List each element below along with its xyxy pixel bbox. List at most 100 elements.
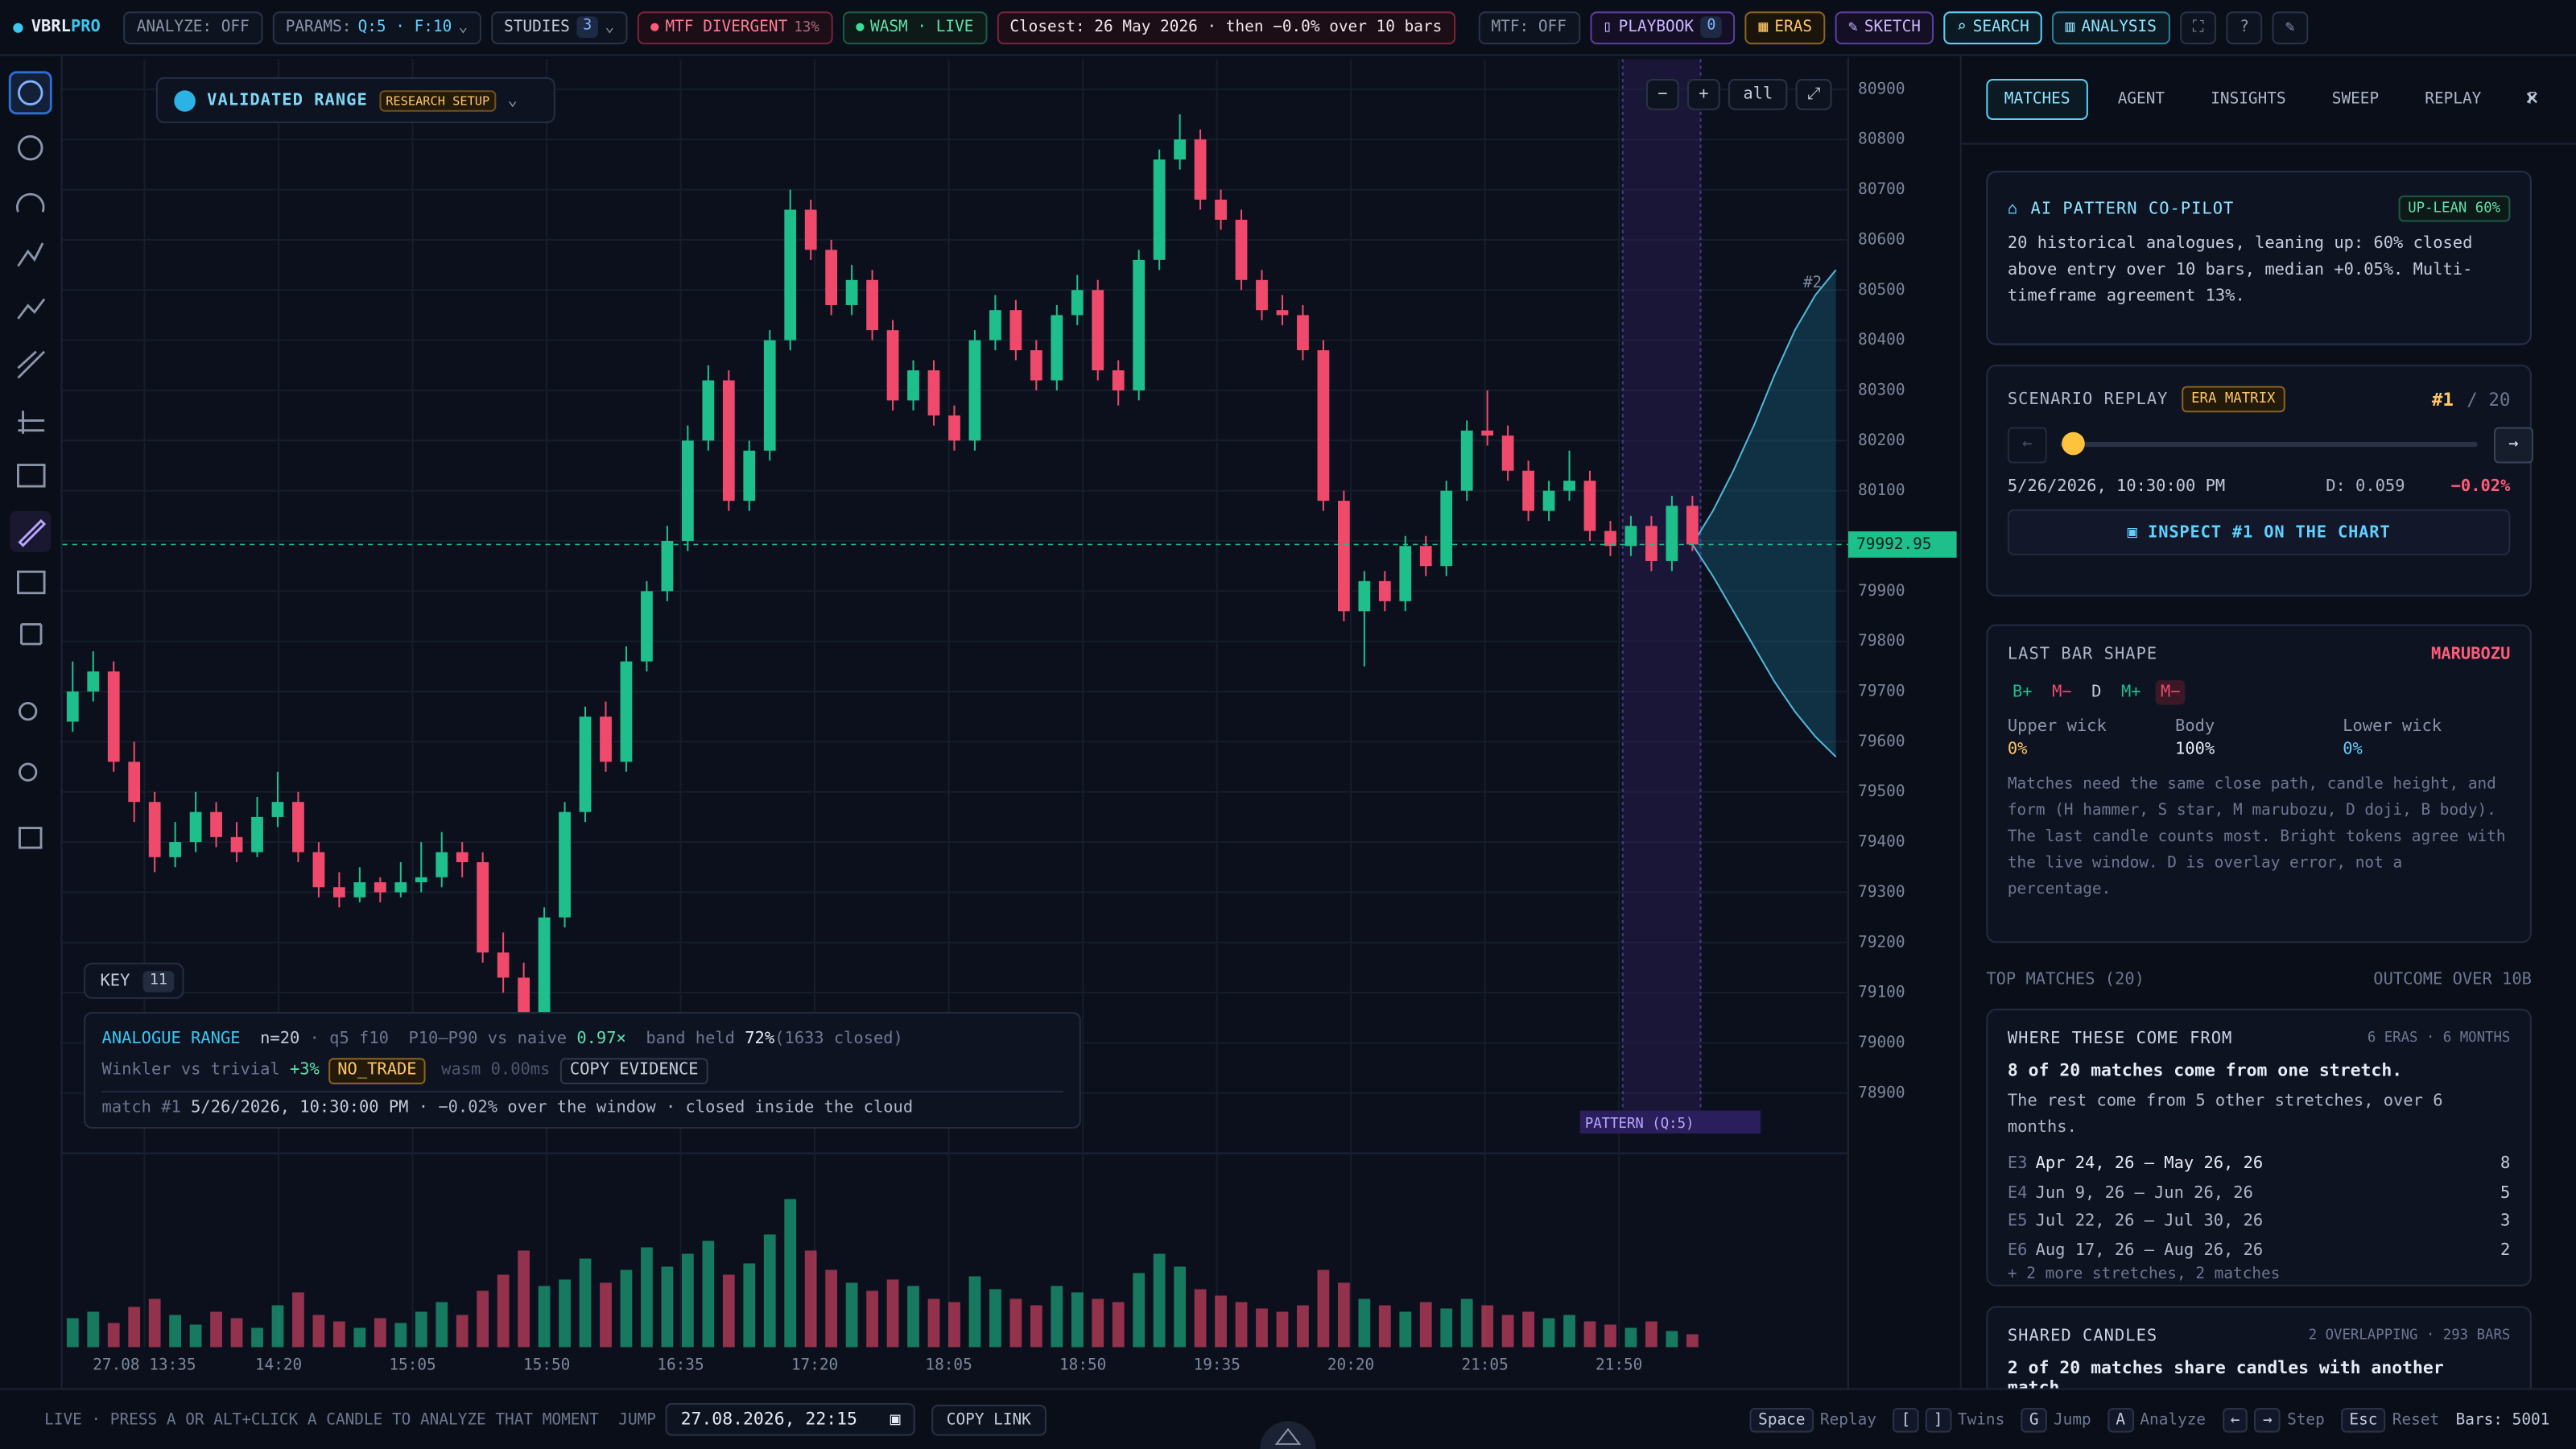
icon: ▯	[1602, 17, 1612, 35]
tool-rect[interactable]	[17, 464, 46, 488]
mtf-toggle[interactable]: MTF: OFF	[1478, 10, 1580, 44]
era: E4	[2007, 1183, 2028, 1202]
copy-link[interactable]: COPY LINK	[931, 1403, 1046, 1435]
replay-total: / 20	[2467, 388, 2511, 411]
replay-time: 5/26/2026, 10:30:00 PM	[2007, 477, 2226, 497]
stat-label: Upper wick	[2007, 717, 2107, 737]
edit-button[interactable]: ✎	[2272, 10, 2308, 44]
replay-distance: D: 0.059	[2326, 477, 2405, 497]
zoom-all[interactable]: all	[1728, 78, 1788, 110]
stat-value: 100%	[2175, 741, 2215, 759]
tool-fib[interactable]	[18, 411, 45, 434]
closest-summary[interactable]: Closest: 26 May 2026 · then −0.0% over 1…	[997, 10, 1455, 44]
shape-stats: Upper wick 0% Body 100% Lower wick 0%	[2008, 718, 2510, 759]
validated-range[interactable]: VALIDATED RANGE RESEARCH SETUP ⌄	[155, 76, 555, 124]
params-button[interactable]: PARAMS: Q:5 · F:10 ⌄	[272, 10, 481, 44]
era-matrix[interactable]: ERA MATRIX	[2181, 386, 2285, 413]
tab[interactable]: F	[2527, 90, 2537, 109]
volume-bar	[271, 1305, 284, 1348]
tool-line[interactable]	[17, 242, 44, 267]
candle-body	[1604, 530, 1616, 547]
tool-pen[interactable]	[18, 518, 47, 547]
tool-compare[interactable]	[17, 570, 46, 595]
expand[interactable]: ⤢	[1795, 78, 1832, 110]
tab[interactable]: AGENT	[2117, 90, 2165, 109]
candle-body	[600, 716, 612, 762]
y-tick-label: 79600	[1858, 732, 1905, 750]
key: →	[2254, 1406, 2281, 1432]
playbook-button[interactable]: ▯ PLAYBOOK 0	[1589, 10, 1736, 44]
tool-active[interactable]	[8, 71, 52, 115]
volume-bar	[1112, 1302, 1125, 1348]
volume-bar	[292, 1292, 304, 1348]
inspect-button[interactable]: ▣ INSPECT #1 ON THE CHART	[2007, 509, 2511, 555]
eras-button[interactable]: ▦ ERAS	[1745, 10, 1826, 44]
tab[interactable]: MATCHES	[1986, 78, 2088, 120]
replay-change: −0.02%	[2450, 477, 2511, 497]
origin-rows: E3 Apr 24, 26 – May 26, 26 8 E4 Jun 9, 26 – …	[2008, 1150, 2510, 1265]
volume-bar	[497, 1274, 510, 1348]
next-button[interactable]: →	[2493, 427, 2533, 464]
tool-frame[interactable]	[19, 827, 43, 849]
brand-suffix: PRO	[70, 18, 101, 36]
tool-gauge[interactable]	[16, 192, 45, 213]
candle-body	[332, 887, 345, 898]
era-count: 5	[2500, 1183, 2511, 1202]
candle-body	[866, 279, 878, 331]
tool-trend[interactable]	[17, 298, 46, 320]
zoom-in[interactable]: +	[1686, 78, 1720, 110]
sketch-button[interactable]: ✎ SKETCH	[1835, 10, 1934, 44]
help-button[interactable]: ?	[2226, 10, 2263, 44]
mtf-divergent[interactable]: MTF DIVERGENT 13%	[637, 10, 833, 44]
candle-body	[641, 591, 653, 662]
candle-body	[456, 852, 469, 863]
tab[interactable]: INSIGHTS	[2211, 90, 2286, 109]
candle-body	[1030, 350, 1042, 381]
tool-zoom-in[interactable]	[19, 702, 38, 721]
tool-zoom-out[interactable]	[19, 762, 38, 782]
tool-command[interactable]	[20, 623, 43, 646]
search-button[interactable]: ⌕ SEARCH	[1943, 10, 2043, 44]
slider-thumb[interactable]	[2062, 431, 2085, 456]
studies-button[interactable]: STUDIES 3 ⌄	[490, 10, 628, 44]
zoom-out[interactable]: −	[1645, 78, 1679, 110]
slider-track	[2060, 441, 2478, 448]
shape-head: LAST BAR SHAPE MARUBOZU	[2008, 646, 2510, 663]
volume-bar	[702, 1241, 715, 1348]
copy-evidence[interactable]: COPY EVIDENCE	[559, 1057, 708, 1084]
candle-body	[1297, 315, 1309, 351]
volume-bar	[1051, 1286, 1063, 1348]
candle-body	[353, 881, 366, 898]
key: A	[2107, 1406, 2134, 1432]
key-count: 11	[142, 970, 175, 992]
tabs-divider	[1961, 142, 2576, 145]
key-badge[interactable]: KEY 11	[84, 962, 184, 999]
tab[interactable]: SWEEP	[2331, 90, 2380, 109]
x-tick-label: 27.08 13:35	[93, 1355, 196, 1373]
wasm-status: WASM · LIVE	[842, 10, 987, 44]
shade: PATTERN (Q:5) #2	[1579, 59, 1837, 1134]
volume-bar	[128, 1307, 141, 1348]
close-panel[interactable]: ×	[2524, 85, 2539, 112]
analysis-button[interactable]: ▥ ANALYSIS	[2052, 10, 2170, 44]
prev-button[interactable]: ←	[2007, 427, 2047, 464]
top-matches: TOP MATCHES (20)	[1986, 971, 2145, 989]
sketch-label: SKETCH	[1864, 17, 1921, 35]
y-tick-label: 80900	[1858, 79, 1905, 97]
era-range: Jul 22, 26 – Jul 30, 26	[2035, 1212, 2264, 1231]
fullscreen-button[interactable]: ⛶	[2179, 10, 2217, 44]
tool-history[interactable]	[18, 134, 43, 161]
volume-bar	[1194, 1289, 1207, 1348]
era-count: 3	[2500, 1212, 2511, 1231]
volume-bar	[722, 1274, 735, 1348]
candle-body	[784, 209, 797, 341]
date-input[interactable]: 27.08.2026, 22:15 ▣	[666, 1402, 916, 1436]
tab[interactable]: REPLAY	[2425, 90, 2482, 109]
y-tick-label: 79700	[1858, 682, 1905, 700]
tool-channel[interactable]	[17, 350, 46, 379]
tool-clock[interactable]	[18, 80, 43, 106]
logo-bg	[1260, 1421, 1316, 1449]
analyze-toggle[interactable]: ANALYZE: OFF	[123, 10, 263, 44]
volume-bar	[1501, 1315, 1514, 1348]
volume-bar	[374, 1318, 386, 1348]
